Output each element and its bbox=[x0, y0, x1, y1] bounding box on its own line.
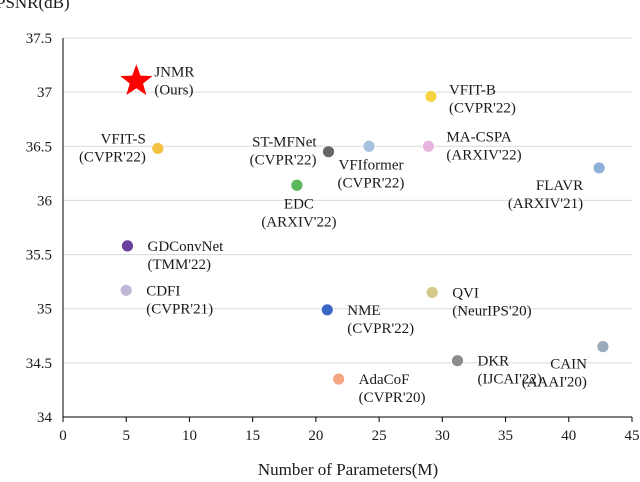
vfit-b-name-label: VFIT-B bbox=[449, 82, 496, 98]
qvi-name-label: QVI bbox=[452, 285, 479, 301]
vfit-b-marker bbox=[424, 90, 438, 103]
dkr-name-label: DKR bbox=[478, 354, 510, 370]
axes bbox=[62, 38, 633, 422]
vfit-b-venue-label: (CVPR'22) bbox=[449, 100, 516, 116]
st-mfnet-venue-label: (CVPR'22) bbox=[250, 153, 317, 169]
edc-marker bbox=[290, 178, 304, 192]
y-axis-label: PSNR(dB) bbox=[0, 0, 70, 12]
gdconvnet-marker bbox=[121, 239, 134, 253]
x-tick-label-2: 10 bbox=[182, 428, 197, 444]
vfiformer-name-label: VFIformer bbox=[339, 157, 404, 173]
ma-cspa-name-label: MA-CSPA bbox=[446, 129, 511, 145]
x-tick-label-3: 15 bbox=[245, 428, 260, 444]
jnmr-name-label: JNMR bbox=[154, 64, 194, 80]
cdfi-name-label: CDFI bbox=[146, 283, 180, 299]
cain-marker bbox=[596, 340, 610, 354]
ma-cspa-marker bbox=[422, 139, 435, 153]
adacof-marker bbox=[332, 372, 346, 386]
x-tick-label-1: 5 bbox=[122, 428, 130, 444]
st-mfnet-marker bbox=[322, 145, 335, 159]
x-tick-label-8: 40 bbox=[561, 428, 576, 444]
vfiformer-venue-label: (CVPR'22) bbox=[338, 175, 405, 191]
dkr-marker bbox=[451, 354, 464, 368]
data-points bbox=[119, 64, 610, 386]
nme-marker bbox=[320, 303, 334, 317]
x-tick-label-6: 30 bbox=[435, 428, 450, 444]
cain-name-label: CAIN bbox=[550, 357, 587, 373]
x-tick-label-9: 45 bbox=[625, 428, 640, 444]
cain-venue-label: (AAAI'20) bbox=[522, 375, 587, 391]
st-mfnet-name-label: ST-MFNet bbox=[252, 135, 317, 151]
vfit-s-venue-label: (CVPR'22) bbox=[79, 149, 146, 165]
qvi-venue-label: (NeurIPS'20) bbox=[452, 303, 531, 319]
x-tick-label-0: 0 bbox=[59, 428, 67, 444]
x-tick-label-5: 25 bbox=[372, 428, 387, 444]
edc-venue-label: (ARXIV'22) bbox=[261, 214, 336, 230]
y-tick-label-0: 34 bbox=[37, 410, 53, 426]
gdconvnet-venue-label: (TMM'22) bbox=[147, 257, 211, 273]
gdconvnet-name-label: GDConvNet bbox=[147, 239, 224, 255]
flavr-marker bbox=[592, 161, 606, 175]
y-tick-label-7: 37.5 bbox=[26, 31, 52, 47]
adacof-name-label: AdaCoF bbox=[359, 372, 410, 388]
y-tick-label-6: 37 bbox=[37, 85, 53, 101]
nme-venue-label: (CVPR'22) bbox=[347, 321, 414, 337]
ma-cspa-venue-label: (ARXIV'22) bbox=[446, 147, 521, 163]
tick-labels: 0 5 10 15 20 25 30 35 40 45 34 34.5 35 35.5 36 36.5 37 37… bbox=[26, 31, 640, 444]
jnmr-venue-label: (Ours) bbox=[154, 82, 193, 98]
x-tick-label-4: 20 bbox=[308, 428, 323, 444]
cdfi-marker bbox=[119, 283, 133, 297]
vfiformer-marker bbox=[362, 139, 376, 153]
jnmr-star-marker bbox=[120, 64, 153, 96]
point-labels: JNMR (Ours) VFIT-S (CVPR'22) GDConvNet (TMM'2… bbox=[79, 64, 587, 406]
dkr-venue-label: (IJCAI'22) bbox=[478, 372, 542, 388]
y-tick-label-4: 36 bbox=[37, 193, 53, 209]
flavr-venue-label: (ARXIV'21) bbox=[508, 196, 583, 212]
y-tick-label-3: 35.5 bbox=[26, 248, 52, 264]
qvi-marker bbox=[425, 286, 439, 299]
cdfi-venue-label: (CVPR'21) bbox=[146, 301, 213, 317]
flavr-name-label: FLAVR bbox=[536, 178, 583, 194]
x-axis-label: Number of Parameters(M) bbox=[258, 460, 438, 479]
x-tick-label-7: 35 bbox=[498, 428, 513, 444]
vfit-s-name-label: VFIT-S bbox=[101, 131, 146, 147]
y-tick-label-2: 35 bbox=[37, 302, 52, 318]
y-tick-label-1: 34.5 bbox=[26, 356, 52, 372]
y-tick-label-5: 36.5 bbox=[26, 139, 52, 155]
adacof-venue-label: (CVPR'20) bbox=[359, 390, 426, 406]
nme-name-label: NME bbox=[347, 303, 380, 319]
edc-name-label: EDC bbox=[284, 196, 314, 212]
vfit-s-marker bbox=[151, 142, 165, 155]
